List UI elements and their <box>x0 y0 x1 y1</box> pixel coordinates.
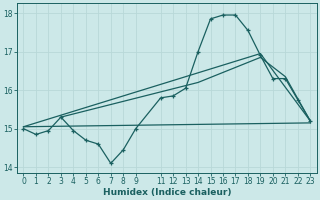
X-axis label: Humidex (Indice chaleur): Humidex (Indice chaleur) <box>103 188 231 197</box>
